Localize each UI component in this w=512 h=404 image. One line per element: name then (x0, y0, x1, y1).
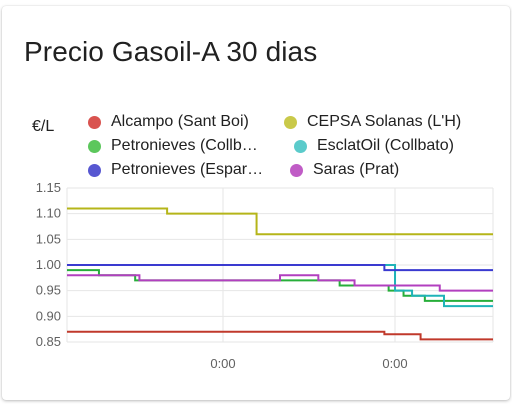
series-line-esclatoil-collbato[interactable] (67, 264, 493, 308)
legend-item-petronieves-esparreguera[interactable]: Petronieves (Espar… (88, 161, 263, 179)
y-tick-label: 0.85 (36, 334, 61, 349)
legend-item-cepsa[interactable]: CEPSA Solanas (L'H) (284, 113, 461, 131)
legend-dot (290, 163, 303, 177)
legend-label: EsclatOil (Collbato) (317, 137, 454, 154)
series-line-petronieves-esparreguera[interactable] (67, 264, 493, 272)
y-tick-label: 0.95 (36, 283, 61, 298)
y-tick-label: 1.15 (36, 180, 61, 195)
legend-item-alcampo[interactable]: Alcampo (Sant Boi) (88, 113, 249, 131)
chart-card: Precio Gasoil-A 30 dias €/L Alcampo (San… (2, 6, 510, 400)
legend-label: CEPSA Solanas (L'H) (307, 113, 462, 130)
x-tick-label: 0:00 (210, 356, 235, 371)
legend-dot (294, 139, 307, 153)
series-line-cepsa-solanas-l-h[interactable] (67, 207, 493, 236)
legend-item-esclatoil[interactable]: EsclatOil (Collbato) (294, 137, 454, 155)
legend-label: Alcampo (Sant Boi) (111, 113, 249, 130)
legend-item-saras[interactable]: Saras (Prat) (290, 161, 399, 179)
y-tick-label: 1.00 (36, 257, 61, 272)
legend-dot (88, 163, 101, 177)
legend-label: Petronieves (Collb… (111, 137, 258, 154)
legend-label: Saras (Prat) (313, 161, 400, 178)
x-tick-label: 0:00 (382, 356, 407, 371)
y-axis-unit-label: €/L (32, 118, 55, 135)
y-tick-label: 1.05 (36, 231, 61, 246)
legend-dot (88, 139, 101, 153)
y-tick-label: 0.90 (36, 308, 61, 323)
legend-item-petronieves-collbato[interactable]: Petronieves (Collb… (88, 137, 258, 155)
legend-dot (284, 115, 297, 129)
series-line-alcampo-sant-boi[interactable] (67, 330, 493, 341)
y-tick-label: 1.10 (36, 206, 61, 221)
series-line-saras-prat[interactable] (67, 274, 493, 292)
legend-dot (88, 115, 101, 129)
card-title: Precio Gasoil-A 30 dias (24, 36, 318, 67)
legend-label: Petronieves (Espar… (111, 161, 264, 178)
